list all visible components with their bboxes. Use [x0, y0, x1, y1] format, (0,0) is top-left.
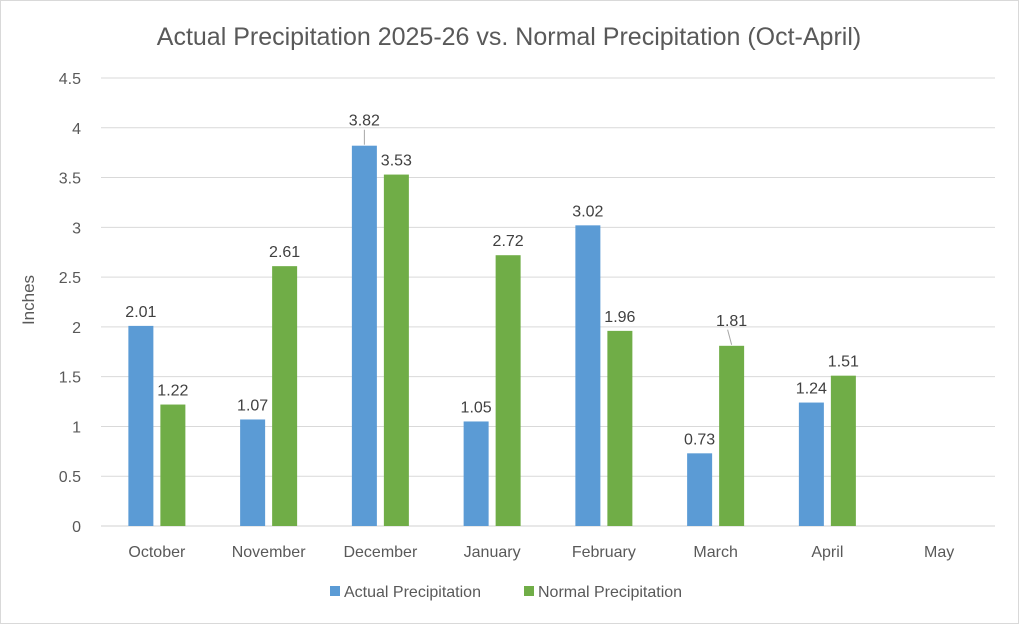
- data-label: 0.73: [684, 431, 715, 448]
- bar-normal-december: [383, 174, 409, 526]
- bar-normal-october: [160, 404, 186, 526]
- bar-actual-november: [240, 419, 266, 526]
- y-axis-title: Inches: [19, 275, 38, 325]
- x-tick-label: October: [128, 544, 186, 561]
- legend-swatch: [330, 586, 340, 596]
- x-tick-label: March: [693, 544, 737, 561]
- data-label: 2.72: [493, 233, 524, 250]
- x-tick-label: December: [343, 544, 417, 561]
- bar-normal-march: [719, 345, 745, 526]
- data-label: 1.05: [461, 399, 492, 416]
- chart-title: Actual Precipitation 2025-26 vs. Normal …: [157, 23, 861, 51]
- x-tick-label: February: [572, 544, 636, 561]
- data-label: 1.96: [604, 309, 635, 326]
- data-label: 1.22: [157, 383, 188, 400]
- x-axis-ticks: October November December January February Ma…: [128, 544, 954, 561]
- data-label: 1.07: [237, 397, 268, 414]
- bar-normal-january: [495, 255, 521, 526]
- legend: Actual Precipitation Normal Precipitation: [330, 584, 682, 601]
- x-tick-label: November: [232, 544, 306, 561]
- legend-label: Normal Precipitation: [538, 584, 682, 601]
- gridlines: [101, 77, 995, 527]
- x-tick-label: January: [464, 544, 521, 561]
- bar-normal-april: [830, 375, 856, 526]
- y-tick-label: 2.5: [59, 270, 81, 287]
- data-label: 3.02: [572, 203, 603, 220]
- y-axis-ticks: 0 0.5 1 1.5 2 2.5 3 3.5 4 4.5: [59, 71, 81, 536]
- leader-line: [727, 329, 733, 345]
- y-tick-label: 3: [72, 220, 81, 237]
- y-tick-label: 4: [72, 121, 81, 138]
- y-tick-label: 1: [72, 419, 81, 436]
- data-label: 2.01: [125, 304, 156, 321]
- legend-swatch: [524, 586, 534, 596]
- y-tick-label: 3.5: [59, 171, 81, 188]
- bar-normal-november: [272, 266, 298, 526]
- x-tick-label: April: [811, 544, 843, 561]
- data-label: 1.24: [796, 381, 827, 398]
- data-labels: 2.01 1.22 1.07 2.61 3.82 3.53 1.05 2.72 3.02 1.96…: [125, 113, 859, 449]
- data-label: 3.53: [381, 153, 412, 170]
- bar-actual-january: [463, 421, 489, 526]
- bar-actual-february: [575, 225, 601, 526]
- y-tick-label: 0: [72, 519, 81, 536]
- bar-actual-october: [128, 325, 154, 526]
- bar-actual-march: [687, 453, 713, 526]
- bars: [128, 145, 856, 526]
- y-tick-label: 0.5: [59, 469, 81, 486]
- data-label: 1.81: [716, 313, 747, 330]
- legend-label: Actual Precipitation: [344, 584, 481, 601]
- bar-actual-april: [798, 402, 824, 526]
- y-tick-label: 2: [72, 320, 81, 337]
- bar-normal-february: [607, 330, 633, 526]
- bar-actual-december: [351, 145, 377, 526]
- data-label: 1.51: [828, 354, 859, 371]
- data-label: 2.61: [269, 244, 300, 261]
- data-label: 3.82: [349, 113, 380, 130]
- y-tick-label: 1.5: [59, 370, 81, 387]
- x-tick-label: May: [924, 544, 954, 561]
- y-tick-label: 4.5: [59, 71, 81, 88]
